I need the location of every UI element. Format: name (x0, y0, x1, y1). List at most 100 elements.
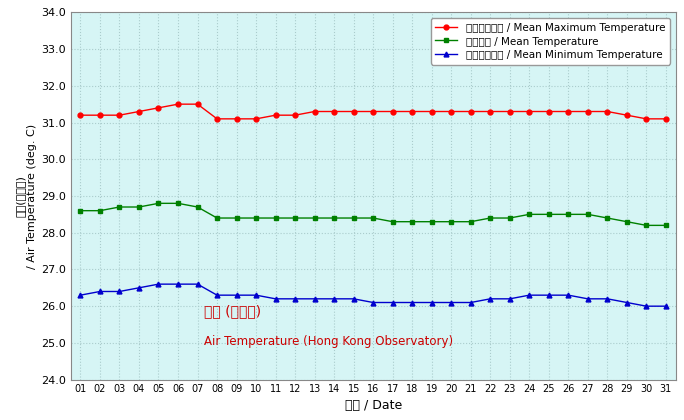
平均最低氣溫 / Mean Minimum Temperature (330, 297, 339, 302)
平均最高氣溫 / Mean Maximum Temperature (525, 109, 534, 114)
平均最低氣溫 / Mean Minimum Temperature (116, 289, 124, 294)
平均氣溫 / Mean Temperature (252, 215, 260, 220)
平均最高氣溫 / Mean Maximum Temperature (252, 116, 260, 121)
平均最高氣溫 / Mean Maximum Temperature (603, 109, 611, 114)
平均最低氣溫 / Mean Minimum Temperature (96, 289, 104, 294)
平均氣溫 / Mean Temperature (233, 215, 241, 220)
平均最低氣溫 / Mean Minimum Temperature (408, 300, 417, 305)
平均最高氣溫 / Mean Maximum Temperature (311, 109, 319, 114)
平均最高氣溫 / Mean Maximum Temperature (330, 109, 339, 114)
平均最低氣溫 / Mean Minimum Temperature (544, 293, 553, 298)
平均氣溫 / Mean Temperature (330, 215, 339, 220)
平均最高氣溫 / Mean Maximum Temperature (116, 113, 124, 118)
平均最高氣溫 / Mean Maximum Temperature (389, 109, 397, 114)
Y-axis label: 氣溫(攝氏度)
/ Air Temperature (deg. C): 氣溫(攝氏度) / Air Temperature (deg. C) (15, 123, 37, 268)
平均最高氣溫 / Mean Maximum Temperature (135, 109, 143, 114)
平均最高氣溫 / Mean Maximum Temperature (77, 113, 85, 118)
平均最低氣溫 / Mean Minimum Temperature (77, 293, 85, 298)
X-axis label: 日期 / Date: 日期 / Date (345, 399, 402, 412)
Line: 平均最低氣溫 / Mean Minimum Temperature: 平均最低氣溫 / Mean Minimum Temperature (78, 282, 668, 309)
平均最高氣溫 / Mean Maximum Temperature (662, 116, 670, 121)
平均最低氣溫 / Mean Minimum Temperature (369, 300, 378, 305)
平均最高氣溫 / Mean Maximum Temperature (96, 113, 104, 118)
平均最低氣溫 / Mean Minimum Temperature (291, 297, 299, 302)
平均氣溫 / Mean Temperature (291, 215, 299, 220)
平均氣溫 / Mean Temperature (447, 219, 456, 224)
平均氣溫 / Mean Temperature (544, 212, 553, 217)
平均最高氣溫 / Mean Maximum Temperature (428, 109, 436, 114)
平均氣溫 / Mean Temperature (135, 205, 143, 210)
平均最低氣溫 / Mean Minimum Temperature (505, 297, 514, 302)
平均最高氣溫 / Mean Maximum Temperature (291, 113, 299, 118)
Text: Air Temperature (Hong Kong Observatory): Air Temperature (Hong Kong Observatory) (204, 335, 453, 348)
平均最低氣溫 / Mean Minimum Temperature (213, 293, 221, 298)
平均最低氣溫 / Mean Minimum Temperature (272, 297, 280, 302)
平均最低氣溫 / Mean Minimum Temperature (622, 300, 631, 305)
平均最高氣溫 / Mean Maximum Temperature (233, 116, 241, 121)
平均最低氣溫 / Mean Minimum Temperature (642, 304, 650, 309)
平均氣溫 / Mean Temperature (96, 208, 104, 213)
平均最低氣溫 / Mean Minimum Temperature (525, 293, 534, 298)
平均最低氣溫 / Mean Minimum Temperature (662, 304, 670, 309)
平均氣溫 / Mean Temperature (505, 215, 514, 220)
平均最低氣溫 / Mean Minimum Temperature (564, 293, 573, 298)
平均最低氣溫 / Mean Minimum Temperature (350, 297, 358, 302)
平均最低氣溫 / Mean Minimum Temperature (486, 297, 495, 302)
平均最高氣溫 / Mean Maximum Temperature (466, 109, 475, 114)
平均氣溫 / Mean Temperature (389, 219, 397, 224)
平均最高氣溫 / Mean Maximum Temperature (174, 102, 182, 107)
平均最低氣溫 / Mean Minimum Temperature (135, 285, 143, 290)
平均氣溫 / Mean Temperature (603, 215, 611, 220)
平均最低氣溫 / Mean Minimum Temperature (603, 297, 611, 302)
平均氣溫 / Mean Temperature (662, 223, 670, 228)
平均氣溫 / Mean Temperature (622, 219, 631, 224)
平均最高氣溫 / Mean Maximum Temperature (583, 109, 592, 114)
平均最高氣溫 / Mean Maximum Temperature (155, 105, 163, 110)
平均最低氣溫 / Mean Minimum Temperature (428, 300, 436, 305)
平均最低氣溫 / Mean Minimum Temperature (252, 293, 260, 298)
平均最低氣溫 / Mean Minimum Temperature (311, 297, 319, 302)
平均氣溫 / Mean Temperature (311, 215, 319, 220)
平均最高氣溫 / Mean Maximum Temperature (408, 109, 417, 114)
平均最低氣溫 / Mean Minimum Temperature (389, 300, 397, 305)
平均氣溫 / Mean Temperature (213, 215, 221, 220)
平均氣溫 / Mean Temperature (428, 219, 436, 224)
平均氣溫 / Mean Temperature (194, 205, 202, 210)
平均最高氣溫 / Mean Maximum Temperature (350, 109, 358, 114)
平均最低氣溫 / Mean Minimum Temperature (155, 282, 163, 287)
平均最低氣溫 / Mean Minimum Temperature (447, 300, 456, 305)
平均最高氣溫 / Mean Maximum Temperature (369, 109, 378, 114)
平均氣溫 / Mean Temperature (369, 215, 378, 220)
平均最低氣溫 / Mean Minimum Temperature (174, 282, 182, 287)
平均最高氣溫 / Mean Maximum Temperature (505, 109, 514, 114)
平均氣溫 / Mean Temperature (174, 201, 182, 206)
平均最高氣溫 / Mean Maximum Temperature (486, 109, 495, 114)
平均氣溫 / Mean Temperature (272, 215, 280, 220)
平均氣溫 / Mean Temperature (155, 201, 163, 206)
平均最高氣溫 / Mean Maximum Temperature (194, 102, 202, 107)
平均氣溫 / Mean Temperature (486, 215, 495, 220)
平均氣溫 / Mean Temperature (525, 212, 534, 217)
平均氣溫 / Mean Temperature (350, 215, 358, 220)
平均最高氣溫 / Mean Maximum Temperature (447, 109, 456, 114)
平均最高氣溫 / Mean Maximum Temperature (544, 109, 553, 114)
平均氣溫 / Mean Temperature (642, 223, 650, 228)
Line: 平均最高氣溫 / Mean Maximum Temperature: 平均最高氣溫 / Mean Maximum Temperature (78, 102, 668, 121)
平均最高氣溫 / Mean Maximum Temperature (622, 113, 631, 118)
平均最高氣溫 / Mean Maximum Temperature (213, 116, 221, 121)
Text: 氣溫 (天文台): 氣溫 (天文台) (204, 304, 261, 319)
Legend: 平均最高氣溫 / Mean Maximum Temperature, 平均氣溫 / Mean Temperature, 平均最低氣溫 / Mean Minimu: 平均最高氣溫 / Mean Maximum Temperature, 平均氣溫 … (431, 18, 670, 65)
Line: 平均氣溫 / Mean Temperature: 平均氣溫 / Mean Temperature (78, 201, 668, 228)
平均氣溫 / Mean Temperature (77, 208, 85, 213)
平均最低氣溫 / Mean Minimum Temperature (466, 300, 475, 305)
平均最高氣溫 / Mean Maximum Temperature (642, 116, 650, 121)
平均最低氣溫 / Mean Minimum Temperature (583, 297, 592, 302)
平均氣溫 / Mean Temperature (408, 219, 417, 224)
平均氣溫 / Mean Temperature (583, 212, 592, 217)
平均最低氣溫 / Mean Minimum Temperature (194, 282, 202, 287)
平均氣溫 / Mean Temperature (116, 205, 124, 210)
平均最高氣溫 / Mean Maximum Temperature (564, 109, 573, 114)
平均最低氣溫 / Mean Minimum Temperature (233, 293, 241, 298)
平均氣溫 / Mean Temperature (564, 212, 573, 217)
平均最高氣溫 / Mean Maximum Temperature (272, 113, 280, 118)
